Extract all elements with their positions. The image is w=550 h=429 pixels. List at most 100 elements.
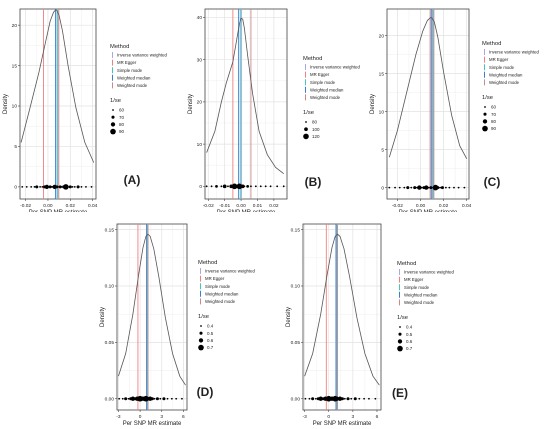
snp-point <box>76 185 80 189</box>
legend-label: Weighted mode <box>205 299 236 304</box>
y-tick-label: 0 <box>381 185 384 191</box>
x-tick-label: 0.02 <box>439 203 449 209</box>
snp-point <box>68 185 72 189</box>
size-legend-dot <box>111 115 115 119</box>
y-tick-label: 15 <box>379 71 385 77</box>
y-tick-label: 0.15 <box>291 227 301 233</box>
y-tick-label: 0 <box>199 184 202 190</box>
legend-label: Inverse variance weighted <box>117 53 168 58</box>
snp-point <box>440 186 444 190</box>
legend-title: Method <box>482 41 501 47</box>
x-tick-label: 0.04 <box>88 203 98 209</box>
panel-b-chart: -0.02 -0.01 0.00 0.01 0.02 0 10 20 30 40 Per SNP M… <box>188 8 361 212</box>
size-legend-dot <box>200 325 202 327</box>
size-legend-label: 80 <box>312 120 318 125</box>
snp-point <box>227 185 229 188</box>
snp-point <box>343 397 346 400</box>
x-axis-title: Per SNP MR estimate <box>123 421 182 427</box>
snp-point <box>175 397 178 400</box>
size-legend-label: 0.6 <box>406 339 413 344</box>
y-tick-label: 5 <box>381 147 384 153</box>
snp-point <box>282 185 285 188</box>
snp-point <box>166 397 169 400</box>
snp-point <box>47 185 49 188</box>
size-legend-label: 120 <box>312 134 320 139</box>
snp-point <box>346 397 350 401</box>
snp-point <box>240 184 245 189</box>
y-tick-label: 0.15 <box>105 227 115 233</box>
snp-point <box>124 397 128 401</box>
snp-point <box>413 186 417 190</box>
y-tick-label: 10 <box>379 109 385 115</box>
snp-point <box>410 186 413 189</box>
size-legend-title: 1/se <box>303 110 314 116</box>
y-tick-label: 30 <box>197 57 203 63</box>
snp-point <box>39 185 42 188</box>
legend-title: Method <box>303 56 322 62</box>
snp-point <box>210 185 213 188</box>
snp-point <box>246 184 250 188</box>
snp-point <box>21 185 24 188</box>
x-tick-label: 0.00 <box>43 203 53 209</box>
x-tick-label: 0.00 <box>416 203 426 209</box>
legend-label: MR Egger <box>310 72 330 77</box>
snp-point <box>420 186 423 189</box>
panel-label: (A) <box>124 173 141 187</box>
snp-point <box>436 186 440 190</box>
snp-point <box>350 397 353 400</box>
legend-label: Simple mode <box>404 285 430 290</box>
snp-point <box>340 397 344 401</box>
legend-title: Method <box>397 261 416 267</box>
density-curve <box>304 233 380 386</box>
size-legend-dot <box>397 339 403 344</box>
plot-area <box>118 224 186 410</box>
x-tick-label: 6 <box>376 414 379 420</box>
snp-point <box>358 397 361 400</box>
y-axis-title: Density <box>286 307 292 327</box>
density-curve <box>118 233 186 386</box>
size-legend-title: 1/se <box>110 98 121 104</box>
y-tick-label: 0 <box>14 185 17 191</box>
plot-area <box>304 224 380 410</box>
legend-label: MR Egger <box>404 277 424 282</box>
plot-border <box>116 223 188 411</box>
y-tick-label: 0.10 <box>105 284 115 290</box>
snp-point <box>150 397 154 401</box>
size-legend-label: 60 <box>491 105 497 110</box>
snp-point <box>417 185 422 190</box>
size-legend-label: 0.5 <box>406 332 413 337</box>
snp-point <box>205 185 208 188</box>
snp-point <box>130 396 136 401</box>
snp-point <box>432 184 439 191</box>
density-curve <box>388 16 468 159</box>
y-tick-label: 40 <box>197 15 203 21</box>
legend-label: Simple mode <box>117 68 143 73</box>
x-tick-label: 0 <box>327 414 330 420</box>
plot-area <box>388 9 468 199</box>
snp-point <box>148 396 153 401</box>
panel-c-chart: -0.02 0.00 0.02 0.04 0 5 10 15 20 Per SNP MR esti… <box>370 8 540 212</box>
x-tick-label: -0.02 <box>203 203 214 209</box>
snp-point <box>398 186 401 189</box>
y-tick-label: 20 <box>197 100 203 106</box>
size-legend-dot <box>483 112 487 116</box>
size-legend-dot <box>198 344 204 351</box>
snp-point <box>406 186 410 190</box>
panel-d-chart: -3 0 3 6 0.00 0.05 0.10 0.15 Per SNP MR estimate… <box>100 223 256 427</box>
snp-point <box>363 397 366 400</box>
snp-point <box>153 397 156 400</box>
y-axis-title: Density <box>370 94 376 114</box>
legend-label: MR Egger <box>117 60 137 65</box>
size-legend-dot <box>398 332 402 336</box>
size-legend-label: 0.7 <box>207 345 214 350</box>
x-axis-title: Per SNP MR estimate <box>29 210 88 212</box>
y-tick-label: 10 <box>12 104 18 110</box>
size-legend-dot <box>399 326 401 328</box>
snp-point <box>264 185 267 188</box>
size-legend-label: 90 <box>491 126 497 131</box>
legend-title: Method <box>110 44 129 50</box>
size-legend-title: 1/se <box>482 95 493 101</box>
snp-point <box>55 185 59 189</box>
snp-point <box>231 183 238 190</box>
legend-title: Method <box>198 260 217 266</box>
